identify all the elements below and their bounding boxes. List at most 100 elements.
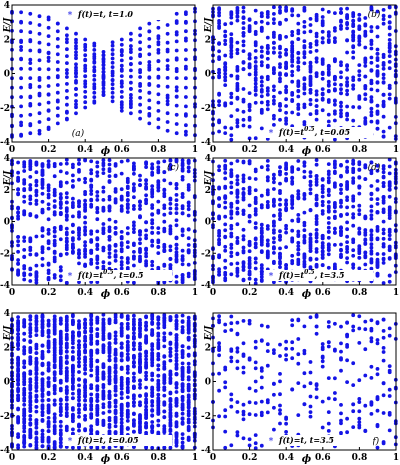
data-point (314, 98, 319, 103)
data-point (272, 88, 276, 92)
data-point (74, 65, 78, 70)
data-point (129, 31, 133, 36)
data-point (180, 440, 185, 445)
data-point (314, 109, 319, 113)
data-point (302, 39, 307, 44)
data-point (162, 360, 167, 365)
data-point (83, 427, 87, 431)
data-point (162, 203, 167, 208)
data-point (363, 242, 368, 246)
data-point (89, 240, 94, 244)
data-point (19, 56, 23, 61)
legend-background (265, 270, 373, 281)
data-point (278, 191, 282, 196)
data-point (302, 193, 307, 198)
data-point (253, 237, 258, 241)
data-point (314, 74, 319, 79)
data-point (265, 99, 270, 104)
data-point (308, 65, 313, 70)
data-point (83, 84, 88, 89)
data-point (345, 260, 349, 265)
data-point (296, 89, 301, 94)
data-point (357, 249, 362, 254)
data-point (40, 177, 45, 182)
data-point (180, 402, 185, 406)
data-point (229, 223, 234, 228)
data-point (28, 435, 33, 440)
data-point (217, 26, 222, 30)
data-point (156, 251, 161, 256)
data-point (272, 246, 276, 251)
data-point (302, 76, 307, 81)
data-point (180, 344, 185, 349)
data-point (22, 393, 27, 397)
data-point (375, 227, 380, 232)
data-point (375, 56, 380, 60)
data-point (168, 211, 173, 216)
data-point (16, 388, 20, 392)
data-point (302, 55, 307, 60)
data-point (34, 399, 39, 404)
data-point (278, 208, 282, 212)
data-point (64, 200, 69, 205)
data-point (22, 187, 27, 191)
data-point (89, 159, 94, 164)
x-tick-label: 0.8 (352, 288, 368, 298)
data-point (64, 247, 69, 252)
data-point (119, 171, 124, 176)
data-point (302, 45, 307, 50)
data-point (40, 163, 45, 167)
data-point (253, 136, 258, 141)
data-point (113, 409, 118, 413)
data-point (156, 125, 161, 130)
data-point (22, 435, 27, 439)
data-point (265, 243, 270, 248)
data-point (156, 100, 161, 105)
data-point (314, 257, 319, 261)
data-point (387, 164, 392, 169)
data-point (357, 39, 362, 44)
data-point (16, 398, 20, 403)
data-point (156, 180, 161, 185)
data-point (119, 331, 124, 335)
data-point (357, 12, 362, 17)
data-point (119, 352, 124, 357)
data-point (265, 10, 270, 14)
data-point (284, 198, 288, 203)
data-point (71, 341, 75, 346)
data-point (339, 75, 343, 80)
data-point (351, 198, 356, 203)
data-point (110, 48, 115, 52)
data-point (180, 194, 185, 199)
data-point (125, 324, 130, 329)
y-axis-label: E/J (204, 17, 214, 33)
data-point (119, 314, 124, 319)
data-point (40, 171, 45, 175)
y-tick-label: 4 (4, 154, 10, 164)
data-point (28, 383, 33, 387)
data-point (290, 179, 295, 184)
data-point (345, 195, 349, 200)
data-point (95, 339, 100, 344)
data-point (40, 210, 45, 214)
data-point (184, 85, 188, 90)
data-point (278, 90, 282, 95)
data-point (83, 229, 87, 234)
data-point (186, 401, 191, 405)
data-point (290, 218, 295, 223)
data-point (40, 413, 45, 418)
data-point (71, 173, 75, 178)
data-point (156, 199, 161, 204)
data-point (64, 332, 69, 337)
data-point (217, 92, 222, 97)
data-point (83, 403, 87, 408)
data-point (58, 340, 63, 345)
data-point (314, 71, 319, 75)
data-point (58, 268, 63, 273)
data-point (235, 124, 240, 129)
data-point (278, 237, 282, 242)
data-point (235, 211, 240, 216)
data-point (241, 234, 246, 239)
data-point (235, 195, 240, 199)
data-point (65, 61, 69, 65)
